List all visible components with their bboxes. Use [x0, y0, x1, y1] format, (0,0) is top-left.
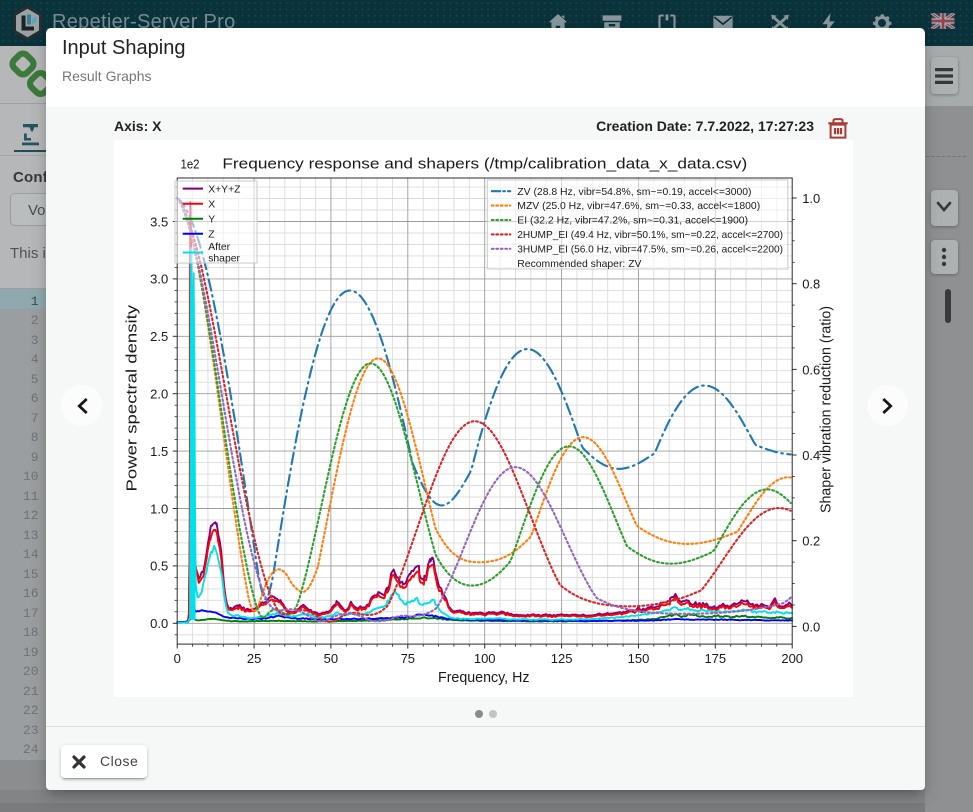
svg-text:Recommended shaper: ZV: Recommended shaper: ZV — [517, 259, 641, 270]
svg-text:2HUMP_EI (49.4 Hz, vibr=50.1%,: 2HUMP_EI (49.4 Hz, vibr=50.1%, sm~=0.22,… — [517, 230, 783, 241]
svg-text:ZV (28.8 Hz, vibr=54.8%, sm~=0: ZV (28.8 Hz, vibr=54.8%, sm~=0.19, accel… — [517, 187, 751, 198]
svg-text:2.0: 2.0 — [150, 387, 168, 402]
svg-text:2.5: 2.5 — [150, 329, 168, 344]
svg-text:0.0: 0.0 — [150, 616, 168, 631]
svg-text:Frequency, Hz: Frequency, Hz — [438, 669, 530, 686]
svg-text:After: After — [208, 242, 230, 253]
svg-text:1.0: 1.0 — [150, 501, 168, 516]
svg-text:0.8: 0.8 — [802, 277, 820, 292]
svg-text:shaper: shaper — [208, 254, 240, 265]
svg-text:Y: Y — [208, 214, 215, 225]
svg-text:0.2: 0.2 — [802, 534, 820, 549]
svg-text:3.0: 3.0 — [150, 272, 168, 287]
svg-text:X+Y+Z: X+Y+Z — [208, 184, 241, 195]
svg-text:0.4: 0.4 — [802, 448, 820, 463]
svg-text:75: 75 — [401, 651, 415, 666]
svg-text:X: X — [208, 199, 215, 210]
svg-text:EI (32.2 Hz, vibr=47.2%, sm~=0: EI (32.2 Hz, vibr=47.2%, sm~=0.31, accel… — [517, 216, 748, 227]
svg-text:200: 200 — [781, 651, 803, 666]
svg-text:175: 175 — [704, 651, 726, 666]
svg-text:0.0: 0.0 — [802, 619, 820, 634]
svg-text:125: 125 — [551, 651, 573, 666]
svg-text:3.5: 3.5 — [150, 214, 168, 229]
svg-text:1e2: 1e2 — [181, 157, 200, 172]
svg-text:50: 50 — [324, 651, 338, 666]
svg-text:0.6: 0.6 — [802, 362, 820, 377]
svg-text:Frequency response and shapers: Frequency response and shapers (/tmp/cal… — [222, 156, 747, 173]
svg-text:150: 150 — [628, 651, 650, 666]
svg-text:0: 0 — [174, 651, 181, 666]
svg-text:Power spectral density: Power spectral density — [124, 304, 141, 491]
svg-text:MZV (25.0 Hz, vibr=47.6%, sm~=: MZV (25.0 Hz, vibr=47.6%, sm~=0.33, acce… — [517, 201, 760, 212]
svg-text:0.5: 0.5 — [150, 559, 168, 574]
svg-text:Z: Z — [208, 230, 215, 241]
svg-text:100: 100 — [474, 651, 496, 666]
svg-text:1.5: 1.5 — [150, 444, 168, 459]
svg-text:1.0: 1.0 — [802, 191, 820, 206]
svg-text:Shaper vibration reduction (ra: Shaper vibration reduction (ratio) — [819, 306, 835, 513]
svg-text:25: 25 — [247, 651, 261, 666]
svg-text:3HUMP_EI (56.0 Hz, vibr=47.5%,: 3HUMP_EI (56.0 Hz, vibr=47.5%, sm~=0.26,… — [517, 244, 783, 255]
